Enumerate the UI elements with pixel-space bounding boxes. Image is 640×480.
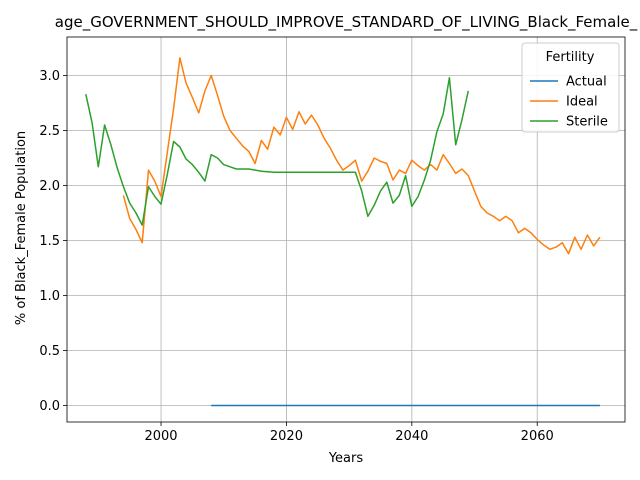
legend-title: Fertility bbox=[546, 50, 595, 65]
x-tick-label: 2040 bbox=[395, 429, 428, 444]
series-lines bbox=[85, 57, 601, 407]
y-tick-label: 2.5 bbox=[39, 124, 60, 139]
plot-frame bbox=[66, 36, 626, 423]
y-axis-label: % of Black_Female Population bbox=[14, 131, 29, 325]
legend-label-ideal: Ideal bbox=[566, 95, 598, 110]
legend-label-actual: Actual bbox=[566, 75, 607, 90]
x-axis-label: Years bbox=[328, 451, 364, 466]
y-tick-label: 2.0 bbox=[39, 179, 60, 194]
legend-items: Actual Ideal Sterile bbox=[530, 75, 608, 130]
y-tick-label: 1.0 bbox=[39, 289, 60, 304]
y-tick-label: 0.5 bbox=[39, 344, 60, 359]
chart-title: age_GOVERNMENT_SHOULD_IMPROVE_STANDARD_O… bbox=[55, 13, 638, 32]
series-line-sterile bbox=[85, 76, 470, 226]
y-tick-label: 1.5 bbox=[39, 234, 60, 249]
x-tick-label: 2000 bbox=[144, 429, 177, 444]
legend-label-sterile: Sterile bbox=[566, 115, 608, 130]
x-tick-label: 2060 bbox=[521, 429, 554, 444]
x-tick-label: 2020 bbox=[270, 429, 303, 444]
x-axis-ticks: 2000 2020 2040 2060 bbox=[144, 422, 554, 444]
series-line-ideal bbox=[122, 57, 601, 255]
y-axis-ticks: 0.0 0.5 1.0 1.5 2.0 2.5 3.0 bbox=[39, 69, 67, 414]
y-tick-label: 0.0 bbox=[39, 399, 60, 414]
legend: Fertility Actual Ideal Sterile bbox=[521, 42, 620, 133]
y-tick-label: 3.0 bbox=[39, 69, 60, 84]
legend-box bbox=[521, 42, 620, 133]
